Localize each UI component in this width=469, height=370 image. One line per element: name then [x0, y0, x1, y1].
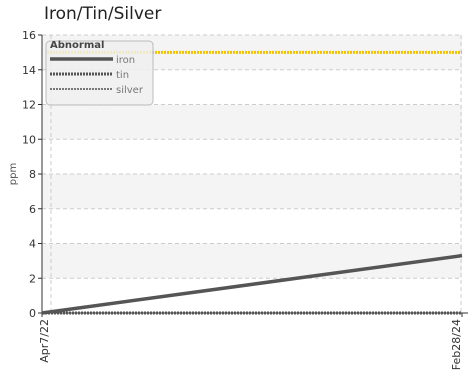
y-tick-label: 0: [29, 307, 36, 320]
y-tick-label: 4: [29, 238, 36, 251]
y-axis-label: ppm: [8, 163, 19, 185]
plot-band: [42, 174, 462, 209]
series-lines: [41, 253, 463, 315]
y-tick-label: 6: [29, 203, 36, 216]
legend-label-iron: iron: [116, 55, 135, 66]
chart-title: Iron/Tin/Silver: [44, 4, 162, 24]
y-tick-label: 2: [29, 272, 36, 285]
tick-labels: 0 2 4 6 8 10 12 14 16 Apr7/22 Feb28/24: [22, 29, 463, 370]
legend: Abnormal iron tin silver: [45, 40, 154, 106]
y-tick-label: 16: [22, 29, 36, 42]
y-tick-label: 14: [22, 64, 36, 77]
y-tick-label: 12: [22, 99, 36, 112]
legend-title: Abnormal: [50, 40, 104, 51]
plot-band: [42, 104, 462, 140]
plot-band: [42, 243, 462, 279]
y-tick-label: 8: [29, 168, 36, 181]
series-line-iron: [41, 253, 463, 315]
y-tick-label: 10: [22, 133, 36, 146]
x-tick-label: Feb28/24: [450, 319, 463, 370]
legend-label-tin: tin: [116, 70, 129, 81]
legend-label-silver: silver: [116, 85, 144, 96]
x-tick-label: Apr7/22: [38, 319, 51, 363]
